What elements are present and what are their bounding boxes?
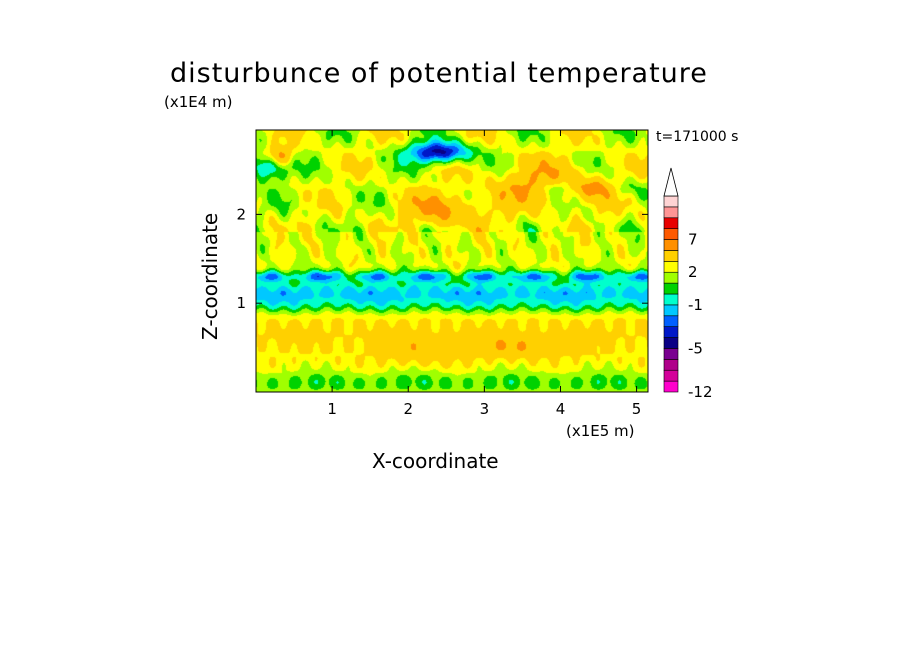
- colorbar-tick-label: -1: [688, 296, 703, 314]
- time-label: t=171000 s: [656, 129, 739, 145]
- y-tick-label: 2: [236, 205, 246, 223]
- x-tick-label: 1: [327, 400, 337, 418]
- plot-frame: [255, 129, 649, 393]
- colorbar-swatch: [663, 217, 679, 229]
- colorbar-swatch: [663, 293, 679, 306]
- x-tick-label: 2: [403, 400, 413, 418]
- colorbar-swatch: [663, 195, 679, 208]
- colorbar-swatch: [663, 239, 679, 251]
- colorbar-swatch: [663, 228, 679, 240]
- colorbar-swatch: [663, 380, 679, 393]
- colorbar-tick-label: 7: [688, 231, 698, 249]
- colorbar-swatch: [663, 206, 679, 219]
- colorbar-swatch: [663, 271, 679, 284]
- x-scale-label: (x1E5 m): [566, 422, 635, 440]
- colorbar-swatch: [663, 261, 679, 273]
- x-tick-label: 5: [632, 400, 642, 418]
- colorbar-swatch: [663, 337, 679, 349]
- colorbar-swatch: [663, 359, 679, 371]
- colorbar-swatch: [663, 304, 679, 317]
- colorbar-swatch: [663, 250, 679, 262]
- colorbar-swatch: [663, 315, 679, 327]
- colorbar-extend-triangle: [663, 167, 679, 197]
- x-tick-label: 4: [556, 400, 566, 418]
- colorbar-tick-label: -5: [688, 339, 703, 357]
- x-axis: 1 2 3 4 5: [327, 130, 641, 418]
- colorbar-tick-label: 2: [688, 263, 698, 281]
- colorbar-swatch: [663, 369, 679, 382]
- contour-field: [256, 130, 648, 392]
- colorbar-swatch: [663, 348, 679, 360]
- contour-image: [256, 130, 648, 392]
- y-scale-label: (x1E4 m): [164, 93, 233, 111]
- colorbar-tick-label: -12: [688, 383, 713, 401]
- x-tick-label: 3: [480, 400, 490, 418]
- colorbar-swatch: [663, 282, 679, 295]
- colorbar: -12-5-127: [663, 167, 713, 401]
- y-axis: 12: [236, 205, 648, 312]
- colorbar-swatch: [663, 326, 679, 338]
- y-tick-label: 1: [236, 294, 246, 312]
- x-axis-label: X-coordinate: [372, 449, 499, 473]
- chart-title: disturbunce of potential temperature: [170, 58, 708, 89]
